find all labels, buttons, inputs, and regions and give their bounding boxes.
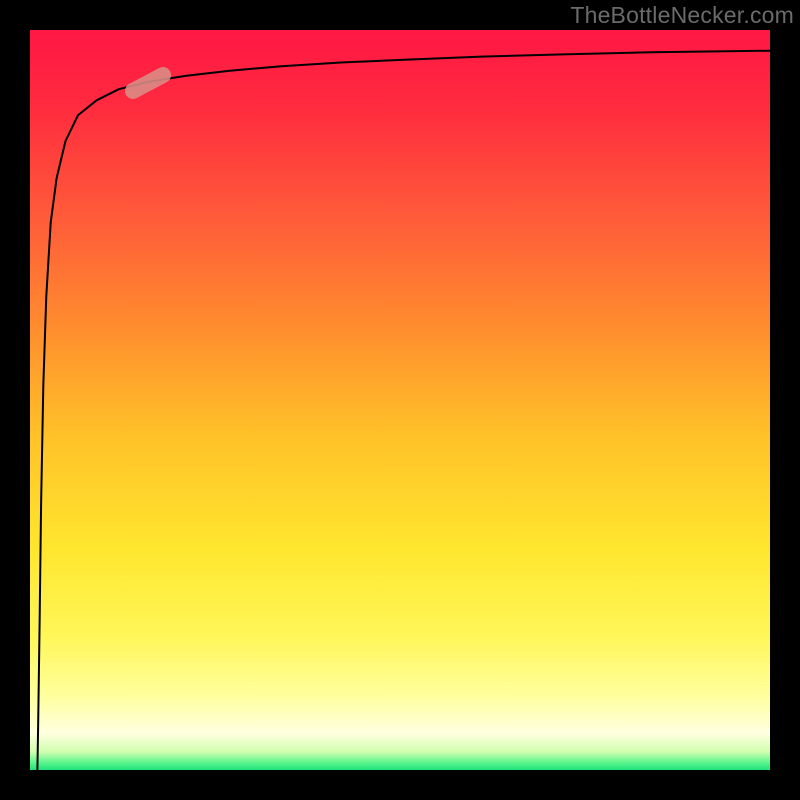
curve-line [30, 30, 770, 770]
chart-frame: TheBottleNecker.com [0, 0, 800, 800]
plot-area [30, 30, 770, 770]
watermark-text: TheBottleNecker.com [570, 2, 794, 29]
